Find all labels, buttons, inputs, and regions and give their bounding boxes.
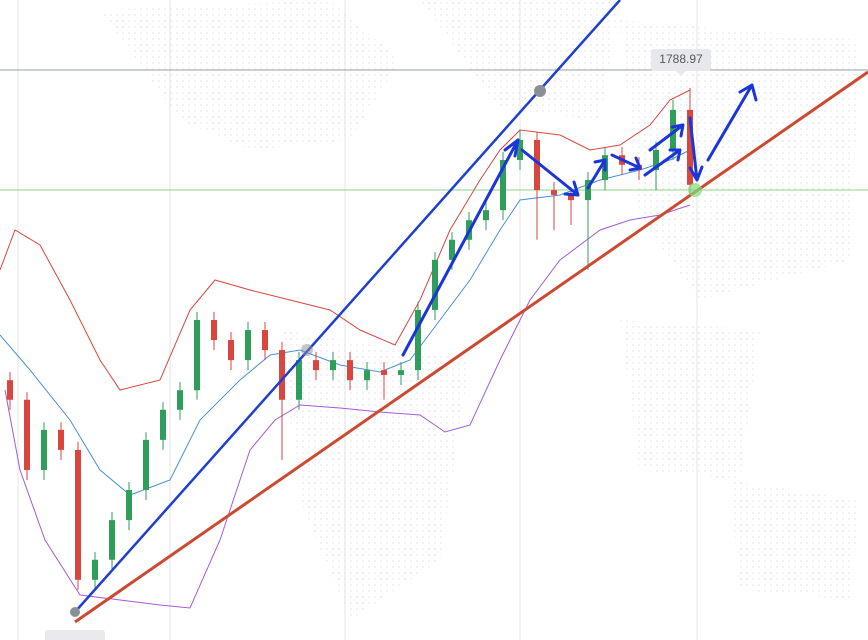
candle-body [262,330,268,351]
arrow [610,153,642,172]
candle-body [585,180,591,201]
candle-body [364,370,370,381]
candle-body [330,360,336,371]
trend-line-upper [74,0,621,613]
anchor-point [70,607,80,617]
candle-body [313,360,319,371]
price-tag-pointer [676,71,686,76]
map-region [620,320,760,480]
candle-body [551,190,557,195]
candle-body [41,429,47,470]
arrow [643,148,682,177]
candle-body [160,409,166,440]
candle-body [228,340,234,361]
arrows [401,83,758,357]
candle-body [517,139,523,160]
candle-body [653,149,659,171]
anchor-points [70,85,546,617]
arrow [401,138,520,357]
candle-body [381,370,387,375]
price-tag-box [651,49,711,71]
candle-body [415,309,421,371]
anchor-point [534,85,546,97]
candle-body [432,259,438,310]
candle-body [398,370,404,375]
candle-body [194,320,200,391]
candle-body [7,380,13,400]
candle-body [296,360,302,400]
arrow [520,148,580,197]
candle-body [92,559,98,580]
last-price-tag: 1788.97 [651,49,711,76]
candle-body [24,399,30,470]
candle-body [109,520,115,560]
candle-body [143,439,149,491]
arrow [688,116,704,182]
candle-body [58,429,64,450]
crosshair-point [688,183,702,197]
candle-body [687,109,693,185]
candle-body [279,350,285,400]
candle-body [449,239,455,260]
date-tag [45,630,105,640]
candle-body [568,194,574,201]
candle-body [75,449,81,580]
candle-body [177,390,183,410]
last-price-label: 1788.97 [659,52,703,66]
candle-body [670,109,676,150]
trend-line-lower [74,70,868,624]
candles [7,87,693,590]
map-region [100,0,400,150]
arrow [586,158,607,190]
candle-body [500,160,506,211]
middle-band [0,149,691,496]
arrow [648,123,685,152]
arrow [706,83,758,162]
map-region [280,330,470,620]
candle-body [211,320,217,341]
candle-body [126,490,132,521]
candle-body [347,360,353,381]
map-region [730,480,860,600]
candle-body [534,139,540,191]
anchor-point [301,344,313,356]
upper-band [0,89,691,391]
candle-body [245,330,251,361]
candle-body [483,210,489,221]
